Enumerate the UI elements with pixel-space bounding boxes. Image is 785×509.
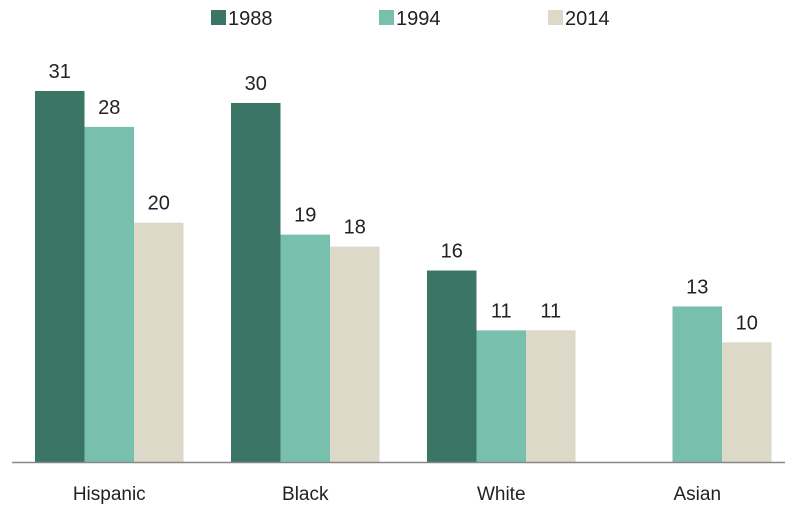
category-label-asian: Asian — [673, 484, 721, 504]
bar-hispanic-1988 — [35, 91, 85, 462]
bar-black-1988 — [231, 102, 281, 462]
data-label-black-2014: 18 — [344, 217, 366, 239]
data-label-black-1994: 19 — [294, 205, 316, 227]
bar-white-2014 — [526, 330, 576, 462]
legend-swatch-2014 — [548, 10, 563, 25]
bar-white-1988 — [427, 270, 477, 462]
bar-white-1994 — [476, 330, 526, 462]
data-label-black-1988: 30 — [245, 73, 267, 95]
data-label-white-1988: 16 — [441, 241, 463, 263]
bar-hispanic-1994 — [84, 126, 134, 463]
bar-hispanic-2014 — [134, 222, 184, 462]
legend-swatch-1988 — [211, 10, 226, 25]
bar-asian-2014 — [722, 342, 772, 462]
data-label-asian-1994: 13 — [686, 276, 708, 298]
legend-label-1988: 1988 — [228, 8, 273, 30]
legend-swatch-1994 — [379, 10, 394, 25]
data-label-asian-2014: 10 — [736, 312, 758, 334]
bar-black-1994 — [280, 234, 330, 462]
category-label-hispanic: Hispanic — [73, 484, 146, 504]
data-label-white-1994: 11 — [491, 300, 512, 322]
category-label-white: White — [477, 484, 526, 504]
legend-label-2014: 2014 — [565, 8, 610, 30]
data-label-hispanic-1994: 28 — [98, 97, 120, 119]
data-label-hispanic-1988: 31 — [49, 61, 71, 83]
data-label-white-2014: 11 — [540, 300, 561, 322]
category-label-black: Black — [282, 484, 329, 504]
bar-asian-1994 — [672, 306, 722, 462]
legend-label-1994: 1994 — [396, 8, 441, 30]
data-label-hispanic-2014: 20 — [148, 193, 170, 215]
bar-black-2014 — [330, 246, 380, 462]
